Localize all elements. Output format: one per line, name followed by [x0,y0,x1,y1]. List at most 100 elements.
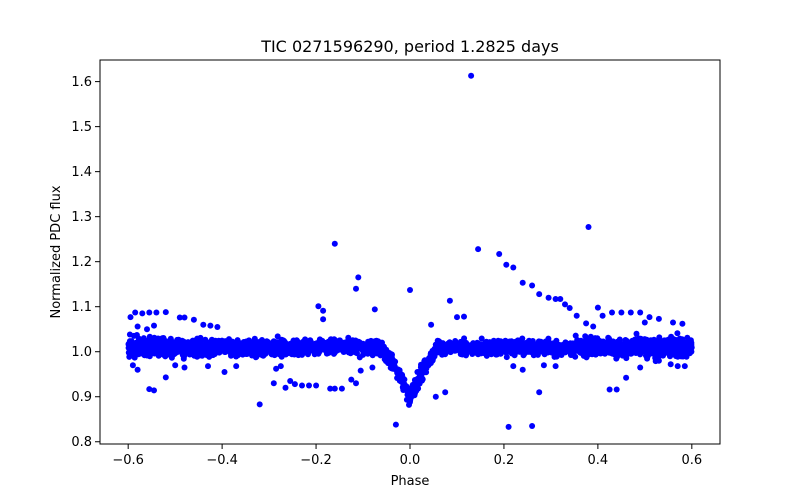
data-point [601,350,608,357]
data-point [656,334,663,341]
data-point [277,363,284,370]
data-point [541,351,548,358]
data-point [365,346,372,352]
data-point [348,376,355,383]
data-point [357,367,364,374]
data-point [595,343,602,350]
data-point [207,322,214,329]
data-point [327,347,334,354]
data-point [670,348,677,355]
data-point [520,352,527,359]
y-tick-label: 1.0 [71,345,92,360]
data-point [510,363,517,370]
y-tick-label: 1.2 [71,255,92,270]
data-point [426,359,432,365]
data-point [331,240,338,247]
data-point [216,338,223,345]
data-point [637,364,644,371]
data-point [347,347,354,353]
data-point [131,354,138,361]
data-point [299,382,305,389]
data-point [316,343,323,350]
data-point [222,349,229,355]
data-point [165,344,172,350]
data-point [181,314,188,321]
data-point [613,386,620,393]
data-point [505,338,512,345]
x-tick-label: 0.4 [588,453,609,468]
data-point [327,385,334,392]
data-point [623,374,630,381]
y-tick-label: 1.3 [71,210,92,225]
data-point [553,353,560,360]
data-point [680,353,686,360]
data-point [127,314,134,321]
data-point [473,349,479,356]
data-point [446,297,453,304]
data-point [570,348,577,355]
data-point [656,349,663,355]
data-point [225,344,232,350]
data-point [510,264,517,271]
data-point [631,343,637,350]
data-point [171,351,177,358]
data-point [320,316,327,323]
data-point [239,348,246,355]
data-point [423,369,430,376]
data-point [341,341,348,348]
data-point [269,346,276,353]
data-point [535,340,542,347]
data-point [529,282,536,289]
data-point [338,385,345,392]
data-point [139,310,146,317]
data-point [371,306,378,313]
data-point [138,346,145,352]
data-point [134,366,141,373]
data-point [331,343,338,350]
data-point [172,362,179,369]
y-axis-label: Normalized PDC flux [49,185,64,318]
data-point [585,224,592,230]
data-point [179,337,186,344]
data-point [463,351,470,358]
data-point [552,296,559,302]
y-tick-label: 0.8 [71,435,92,450]
data-point [609,309,615,316]
data-point [562,301,568,308]
data-point [277,338,284,345]
data-point [646,344,653,350]
data-point [144,326,150,333]
y-tick-label: 0.9 [71,390,92,405]
data-point [681,363,688,370]
data-point [684,334,691,341]
data-point [282,346,289,353]
data-point [289,346,296,353]
data-point [589,351,596,358]
data-point [181,364,188,371]
data-point [198,350,205,356]
data-point [400,381,407,388]
data-point [457,349,464,356]
data-point [377,344,384,351]
data-point [647,337,654,344]
data-point [394,369,401,376]
x-axis-ticks: −0.6 −0.4 −0.2 0.0 0.2 0.4 0.6 [112,444,702,468]
data-point [151,335,158,342]
data-point [181,346,188,353]
data-point [353,285,359,292]
data-point [171,343,178,350]
data-point [667,353,674,359]
data-point [383,353,390,360]
data-point [452,347,459,354]
data-point [245,340,252,347]
data-point [679,320,686,327]
data-point [431,345,438,352]
data-point [250,346,257,353]
data-point [365,340,372,347]
data-point [519,279,526,286]
data-point [516,345,523,352]
data-point [505,423,512,430]
data-point [273,365,280,372]
data-point [355,338,362,345]
data-point [306,382,312,389]
